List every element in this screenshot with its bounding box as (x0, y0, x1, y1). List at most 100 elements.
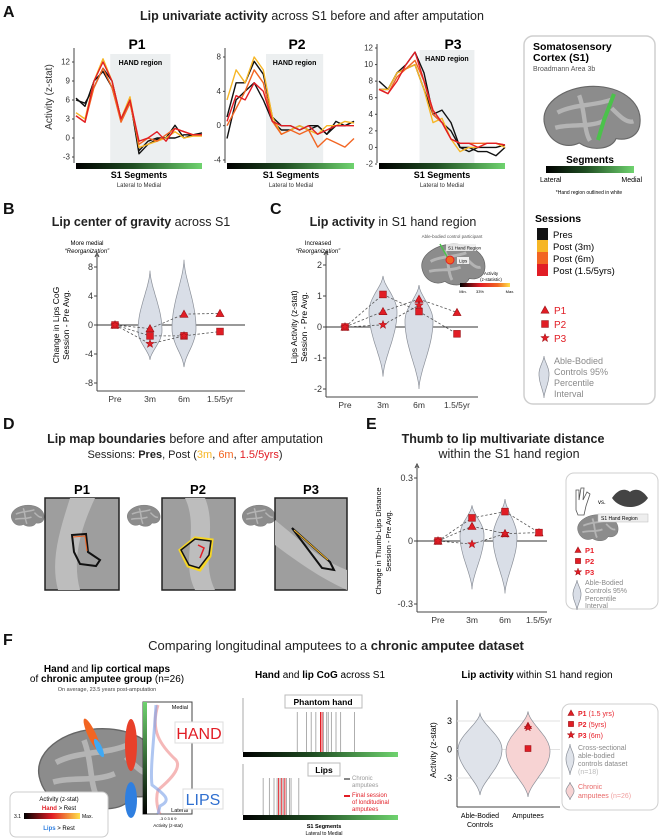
t: within S1 hand region (514, 670, 613, 681)
panel-d-title: Lip map boundaries before and after ampu… (47, 432, 323, 446)
y-axis-arrow (323, 249, 329, 256)
segments-bar (243, 815, 398, 820)
connector-p1 (418, 298, 458, 313)
f-leg-chronic2: amputees (n=26) (578, 793, 631, 800)
hand-icon (575, 487, 591, 516)
sessions-prefix: Sessions: (87, 449, 138, 461)
connector-p3 (149, 335, 185, 345)
legend-subtitle: Broadmann Area 3b (533, 66, 595, 73)
y-tick-label: -3 (63, 153, 71, 162)
lips-tag (182, 788, 224, 810)
panel-f-right: Lip activity within S1 hand region Activ… (428, 670, 659, 829)
data-point-p1-triangle (215, 308, 225, 317)
f-leg-p1: P1 (1.5 yrs) (578, 711, 614, 718)
sessions-15: 1.5/5yrs (240, 449, 280, 461)
y-tick-label: 0.3 (400, 473, 413, 483)
data-point-p2-square (468, 514, 476, 522)
lips-activation-strip (125, 782, 137, 818)
y-tick-label: 12 (364, 44, 373, 53)
connector-p2 (437, 517, 473, 542)
panel-f-title: Comparing longitudinal amputees to a chr… (148, 638, 524, 653)
panel-e-ylabel2: Session - Pre Avg. (384, 510, 393, 572)
t: > Rest (57, 806, 77, 812)
controls-line-4: Interval (554, 389, 584, 399)
data-point-p3-star (467, 539, 477, 549)
series-line-post-6m- (226, 69, 355, 148)
sessions-3m: 3m (197, 449, 212, 461)
connector-p1 (471, 525, 506, 535)
legend-title-1: Somatosensory (533, 41, 612, 53)
y-tick-label: 0 (369, 143, 374, 152)
star-marker-icon (573, 567, 583, 576)
p3-xlabel: S1 Segments (414, 170, 471, 180)
y-tick-label: -3 (444, 773, 452, 783)
y-axis-arrow (94, 251, 100, 258)
f-leg-p2: P2 (5yrs) (578, 722, 606, 729)
x-tick-label: 6m (178, 394, 190, 404)
panel-b-ylabel1: Change in Lips CoG (51, 287, 61, 364)
square-marker-icon (568, 721, 574, 727)
panel-e-legend: vs. S1 Hand Region P1 P2 P3 Able-Bodied … (565, 472, 659, 611)
cb-hand: Hand > Rest (42, 806, 77, 812)
triangle-marker-icon (540, 305, 550, 314)
lips-activation-blob (93, 738, 105, 758)
series-line-post-1-5-5yrs- (75, 61, 202, 142)
participant-label: P3 (554, 334, 567, 345)
segments-medial: Medial (621, 177, 642, 184)
cb-min: 3.1 (14, 814, 21, 820)
map-p2-title: P2 (190, 482, 206, 497)
panel-c-title: Lip activity in S1 hand region (310, 215, 477, 229)
e-legend-p2: P2 (585, 557, 594, 566)
data-point-p2-square (146, 332, 154, 340)
x-tick-label: Pre (108, 394, 122, 404)
y-tick-label: 0 (88, 320, 93, 330)
f-mid-cog-lines (242, 698, 398, 820)
x-tick-label: Pre (338, 400, 352, 410)
phantom-label: Phantom hand (293, 697, 352, 707)
e-legend-ctrl-4: Interval (585, 603, 608, 610)
data-point-square (524, 745, 532, 752)
y-tick-label: 6 (66, 96, 71, 105)
t: Lip activity (461, 670, 514, 681)
e-legend-region-tag (597, 513, 649, 523)
s1-strip-icon (596, 93, 616, 141)
t: (6m) (587, 733, 603, 740)
session-label: Pres (553, 230, 573, 241)
connector-p1 (504, 532, 540, 535)
hand-region-shading (266, 54, 324, 163)
phantom-tag (284, 694, 363, 709)
segments-bar (379, 163, 505, 169)
connector-p3 (437, 540, 473, 545)
e-legend-ctrl-3: Percentile (585, 596, 616, 603)
t: chronic amputee group (41, 674, 152, 685)
session-swatch (537, 252, 548, 264)
legend-final1: Final session (352, 793, 387, 799)
data-point-p2-square (415, 307, 423, 316)
t: and (280, 670, 302, 681)
participant-label: P1 (554, 306, 567, 317)
connector-p1 (183, 313, 221, 315)
data-point-p3-star (433, 535, 443, 546)
connector-p2 (504, 511, 540, 533)
violin-amputees (505, 711, 551, 798)
lips-cog-label: Lips (315, 765, 333, 775)
inset-region-tag (446, 244, 476, 251)
panel-d-title-bold: Lip map boundaries (47, 432, 166, 446)
panel-b-title-bold: Lip center of gravity (52, 215, 172, 229)
sessions-6m: 6m (218, 449, 233, 461)
connector-p2 (183, 331, 221, 337)
f-right-cat1b: Controls (467, 822, 494, 829)
panel-f-title-bold: chronic amputee dataset (371, 638, 525, 653)
p2-xlabel: S1 Segments (263, 170, 320, 180)
e-legend-region: S1 Hand Region (601, 516, 638, 522)
panel-e-ylabel1: Change in Thumb-Lips Distance (374, 487, 383, 594)
legend-final2: of londitudinal (352, 800, 389, 806)
data-point-p3-star (110, 319, 120, 330)
f-left-title2: of chronic amputee group (n=26) (30, 674, 184, 685)
map-p2-brain-icon (126, 504, 161, 528)
data-point-star (523, 723, 533, 732)
connector-p1 (382, 298, 420, 312)
x-tick-label: 6m (499, 615, 511, 625)
data-point-p2-square (501, 507, 509, 516)
inset-activity: Activity (484, 271, 499, 276)
